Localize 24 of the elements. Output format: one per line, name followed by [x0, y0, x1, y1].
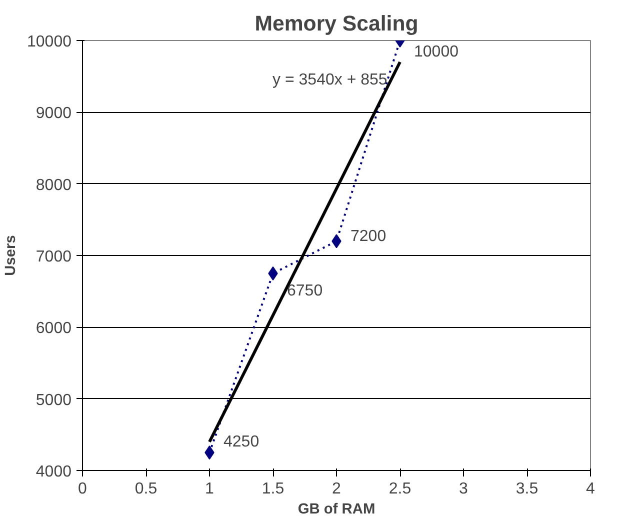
x-tick-label: 0 [78, 480, 88, 498]
y-tick-label: 10000 [27, 34, 72, 50]
x-tick-label: 4 [586, 480, 596, 498]
x-tick-label: 2 [332, 480, 342, 498]
x-axis-title: GB of RAM [298, 502, 376, 518]
x-tick-label: 1.5 [262, 480, 284, 498]
y-tick-label: 8000 [36, 176, 72, 194]
x-tick-label: 3 [459, 480, 468, 498]
x-tick-label: 0.5 [134, 480, 158, 498]
x-tick-label: 3.5 [516, 480, 538, 498]
y-tick-label: 5000 [36, 392, 72, 409]
data-label: 6750 [287, 282, 323, 300]
data-label: 10000 [414, 44, 459, 60]
y-tick-label: 4000 [36, 464, 72, 480]
data-label: 7200 [350, 228, 386, 246]
y-tick-label: 9000 [36, 105, 72, 122]
y-tick-label: 7000 [36, 248, 72, 266]
chart-title: Memory Scaling [254, 12, 418, 36]
data-label: 4250 [224, 434, 260, 451]
x-tick-label: 2.5 [388, 480, 412, 498]
annotation: y = 3540x + 855 [272, 71, 388, 88]
y-axis-title: Users [3, 235, 20, 276]
y-tick-label: 6000 [36, 320, 72, 338]
x-tick-label: 1 [205, 480, 214, 498]
